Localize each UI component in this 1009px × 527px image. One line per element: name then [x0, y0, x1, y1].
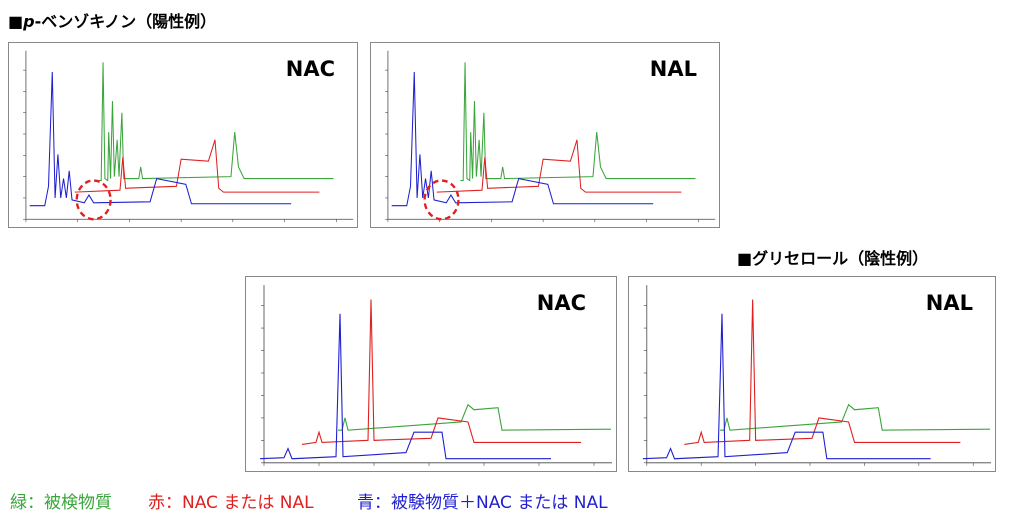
- trace: [391, 72, 654, 207]
- plot: [259, 285, 612, 466]
- trace: [642, 313, 931, 460]
- trace: [259, 313, 551, 460]
- highlight: [423, 179, 460, 221]
- rest: -ベンゾキノン（陽性例）: [34, 12, 217, 31]
- section-title: ■グリセロール（陰性例）: [737, 249, 929, 268]
- trace: [338, 403, 612, 431]
- plot: [23, 50, 354, 223]
- chromatogram: NAC: [245, 276, 617, 472]
- trace: [74, 139, 320, 193]
- chromatogram: NAL: [370, 42, 720, 228]
- panel-label: NAC: [285, 57, 335, 81]
- italic: p: [23, 12, 35, 31]
- panel-label: NAL: [925, 291, 973, 315]
- trace: [436, 139, 682, 193]
- legend-green: 緑：被検物質: [10, 493, 112, 513]
- trace: [684, 299, 961, 446]
- panel-label: NAL: [649, 57, 697, 81]
- highlight: [75, 179, 112, 221]
- plot: [385, 50, 716, 223]
- trace: [460, 62, 696, 182]
- trace: [98, 62, 334, 182]
- chromatogram: NAL: [628, 276, 996, 472]
- prefix: ■: [8, 12, 24, 31]
- legend-blue: 青：被験物質＋NAC または NAL: [357, 493, 608, 513]
- legend-red: 赤：NAC または NAL: [148, 493, 314, 513]
- chromatogram: NAC: [8, 42, 358, 228]
- trace: [301, 299, 581, 446]
- section-title: ■p-ベンゾキノン（陽性例）: [8, 8, 216, 32]
- trace: [720, 403, 991, 431]
- trace: [29, 72, 292, 207]
- plot: [642, 285, 992, 466]
- panel-label: NAC: [536, 291, 586, 315]
